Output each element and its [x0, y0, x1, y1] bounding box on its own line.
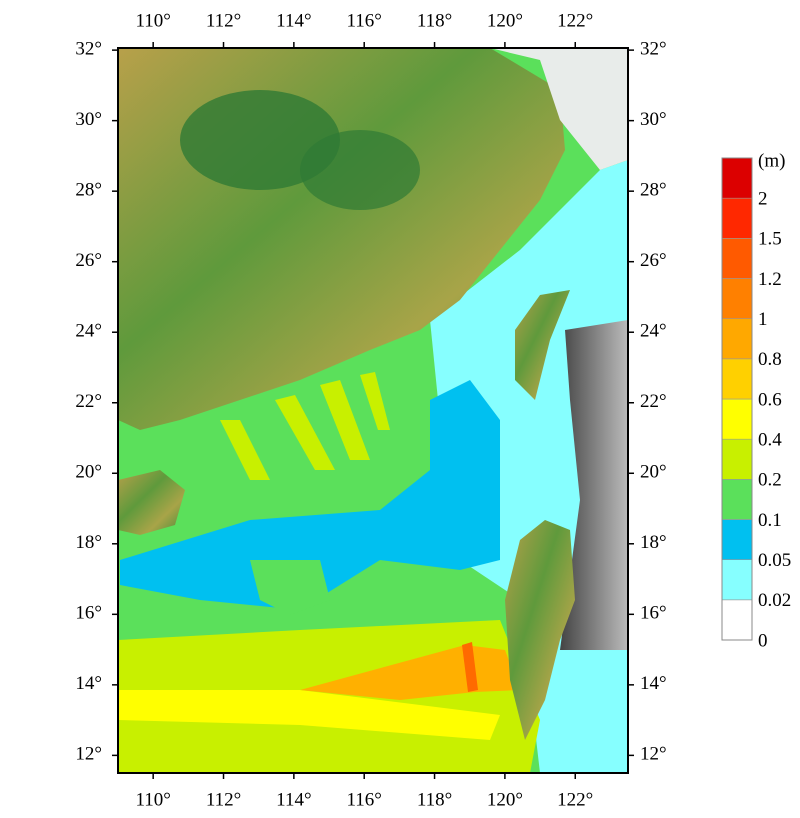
y-tick-label: 32° — [75, 38, 102, 59]
land — [180, 90, 340, 190]
colorbar-swatch — [721, 479, 753, 520]
y-tick-label: 20° — [640, 462, 667, 483]
colorbar-label: 1 — [758, 309, 768, 330]
y-tick-label: 26° — [75, 250, 102, 271]
colorbar-frame — [721, 157, 753, 641]
colorbar-label: 0.02 — [758, 590, 791, 611]
colorbar-swatch — [721, 157, 753, 199]
colorbar-swatch — [721, 559, 753, 601]
x-tick-label: 110° — [135, 10, 170, 31]
x-tick-label: 110° — [135, 789, 170, 810]
x-tick-label: 118° — [417, 10, 452, 31]
y-tick-label: 32° — [640, 38, 667, 59]
colorbar-swatch — [721, 398, 753, 440]
wave-streak — [220, 420, 270, 480]
colorbar-swatch — [721, 278, 753, 319]
wave-zone — [118, 690, 500, 740]
y-tick-label: 14° — [640, 673, 667, 694]
colorbar-unit: (m) — [758, 150, 785, 171]
land — [118, 470, 185, 535]
y-tick-label: 26° — [640, 250, 667, 271]
colorbar-swatch — [721, 318, 753, 360]
x-tick-label: 116° — [347, 10, 382, 31]
colorbar-label: 0.2 — [758, 470, 782, 491]
wave-streak — [360, 372, 390, 430]
land — [515, 290, 570, 400]
map-field — [118, 48, 628, 773]
land — [490, 48, 628, 170]
wave-zone — [462, 642, 478, 692]
y-tick-label: 16° — [75, 603, 102, 624]
land — [505, 520, 575, 740]
y-tick-label: 12° — [640, 744, 667, 765]
y-tick-label: 20° — [75, 462, 102, 483]
colorbar-label: 0.1 — [758, 510, 782, 531]
y-tick-label: 22° — [640, 391, 667, 412]
colorbar-label: 1.2 — [758, 269, 782, 290]
x-tick-label: 122° — [557, 789, 593, 810]
colorbar-label: 0.6 — [758, 389, 782, 410]
y-tick-label: 16° — [640, 603, 667, 624]
x-tick-label: 120° — [487, 789, 523, 810]
y-tick-label: 28° — [75, 180, 102, 201]
colorbar-swatch — [721, 358, 753, 400]
colorbar-label: 0 — [758, 630, 768, 651]
colorbar-label: 0.05 — [758, 550, 791, 571]
x-tick-label: 122° — [557, 10, 593, 31]
x-tick-label: 112° — [206, 10, 241, 31]
x-tick-label: 118° — [417, 789, 452, 810]
land — [560, 320, 628, 650]
colorbar-label: 2 — [758, 189, 768, 210]
y-tick-label: 30° — [640, 109, 667, 130]
colorbar-label: 0.8 — [758, 349, 782, 370]
colorbar-swatch — [721, 197, 753, 239]
wave-zone — [250, 560, 330, 615]
colorbar-swatch — [721, 238, 753, 279]
x-tick-label: 114° — [276, 10, 311, 31]
y-tick-label: 14° — [75, 673, 102, 694]
y-tick-label: 24° — [75, 321, 102, 342]
wave-streak — [275, 395, 335, 470]
colorbar-swatch — [721, 599, 753, 641]
y-tick-label: 30° — [75, 109, 102, 130]
colorbar-label: 0.4 — [758, 430, 782, 451]
wave-streak — [320, 380, 370, 460]
y-tick-label: 22° — [75, 391, 102, 412]
y-tick-label: 12° — [75, 744, 102, 765]
map-frame — [117, 47, 629, 774]
wave-zone — [120, 380, 500, 610]
land — [300, 130, 420, 210]
y-tick-label: 24° — [640, 321, 667, 342]
y-tick-label: 18° — [640, 532, 667, 553]
x-tick-label: 120° — [487, 10, 523, 31]
x-tick-label: 116° — [347, 789, 382, 810]
y-tick-label: 28° — [640, 180, 667, 201]
colorbar: 0 0.02 0.05 0.1 0.2 0.4 0.6 0.8 1 1.2 1.5 2 — [721, 157, 791, 651]
colorbar-label: 1.5 — [758, 229, 782, 250]
colorbar-swatch — [721, 519, 753, 560]
colorbar-swatch — [721, 438, 753, 480]
y-tick-label: 18° — [75, 532, 102, 553]
x-tick-label: 112° — [206, 789, 241, 810]
x-tick-label: 114° — [276, 789, 311, 810]
